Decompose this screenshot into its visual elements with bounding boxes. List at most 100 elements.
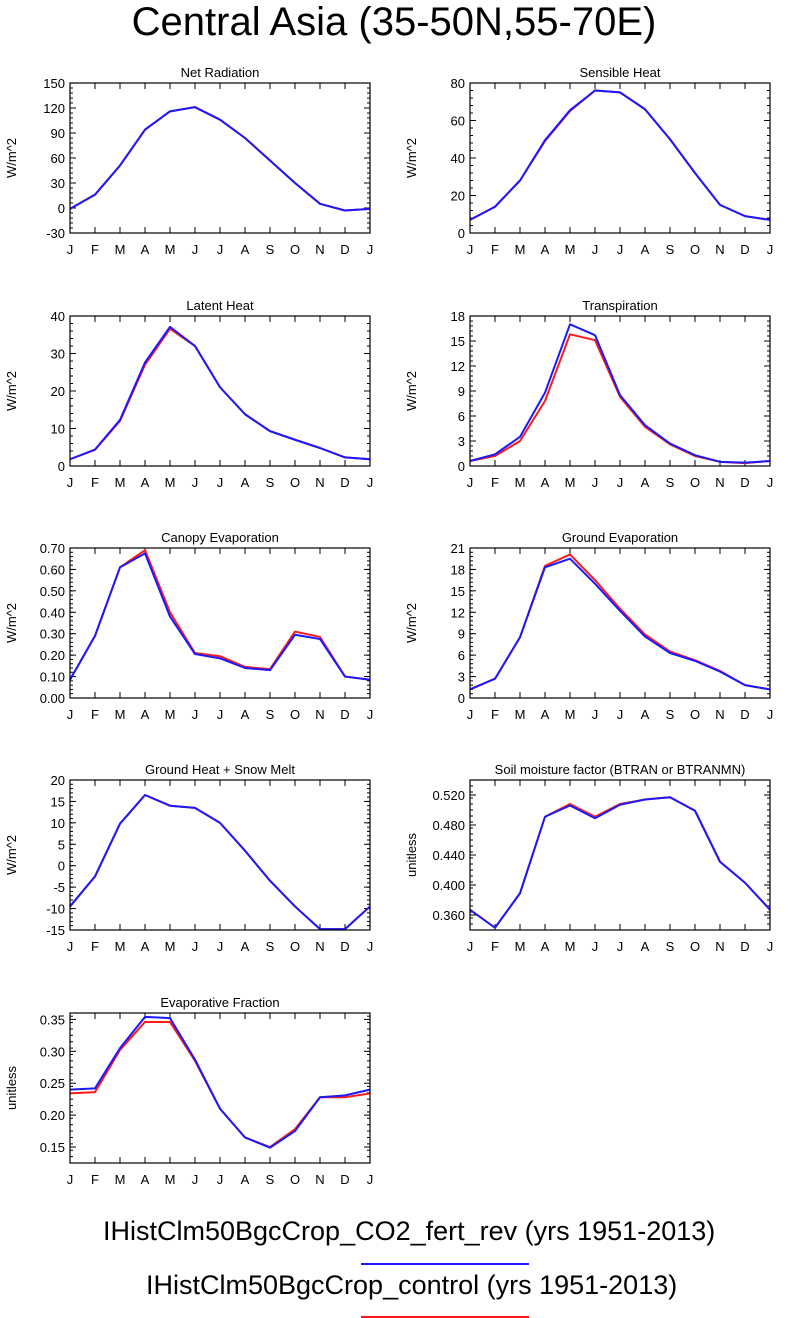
x-tick-label: F [91,475,99,490]
x-tick-label: A [641,242,650,257]
x-tick-label: N [715,707,724,722]
series-line-control [469,796,771,929]
y-tick-label: 10 [51,422,65,437]
x-tick-label: N [315,242,324,257]
panel-title: Ground Heat + Snow Melt [145,762,295,777]
legend-line-co2-fert-rev [361,1263,529,1265]
plot-frame [69,779,371,931]
y-tick-label: 0 [458,459,465,474]
y-tick-label: 0.15 [40,1140,65,1155]
x-tick-label: J [192,939,199,954]
x-tick-label: A [141,242,150,257]
x-tick-label: D [340,475,349,490]
x-tick-label: A [241,939,250,954]
y-axis-label: W/m^2 [4,371,19,411]
x-tick-label: J [217,475,224,490]
y-tick-label: 0 [58,201,65,216]
y-tick-label: -5 [53,880,65,895]
x-tick-label: M [565,242,576,257]
y-tick-label: 0.10 [40,670,65,685]
x-tick-label: J [767,475,774,490]
x-tick-label: M [565,475,576,490]
y-tick-label: 0.440 [432,848,465,863]
y-tick-label: 0.60 [40,562,65,577]
y-tick-label: 0.35 [40,1012,65,1027]
x-tick-label: D [740,707,749,722]
x-tick-label: J [767,242,774,257]
x-tick-label: J [192,707,199,722]
x-tick-label: J [67,242,74,257]
y-tick-label: 0.400 [432,878,465,893]
x-tick-label: J [192,475,199,490]
y-tick-label: 0.360 [432,908,465,923]
x-tick-label: J [617,939,624,954]
x-tick-label: M [165,707,176,722]
x-tick-label: D [340,707,349,722]
series-line-co2-fert-rev [69,552,371,681]
y-tick-label: 0.40 [40,605,65,620]
x-tick-label: M [115,242,126,257]
x-tick-label: M [565,939,576,954]
x-tick-label: M [165,475,176,490]
y-tick-label: 40 [451,151,465,166]
legend-label-control: IHistClm50BgcCrop_control (yrs 1951-2013… [146,1270,678,1300]
series-line-control [69,549,371,681]
x-tick-label: J [67,475,74,490]
x-tick-label: A [541,707,550,722]
x-tick-label: F [491,939,499,954]
x-tick-label: M [515,475,526,490]
series-line-co2-fert-rev [469,89,771,221]
y-tick-label: 9 [458,627,465,642]
series-line-control [69,106,371,212]
x-tick-label: N [315,475,324,490]
plot-frame [469,82,771,234]
x-tick-label: A [241,707,250,722]
x-tick-label: J [367,939,374,954]
y-tick-label: -10 [46,902,65,917]
y-tick-label: 0.50 [40,584,65,599]
x-tick-label: J [592,707,599,722]
x-tick-label: D [340,242,349,257]
x-tick-label: M [115,1172,126,1187]
series-line-control [469,553,771,691]
y-tick-label: 0.480 [432,818,465,833]
panel-title: Ground Evaporation [562,530,678,545]
y-tick-label: 0.00 [40,691,65,706]
x-tick-label: O [290,707,300,722]
series-line-co2-fert-rev [69,106,371,212]
y-tick-label: 10 [51,816,65,831]
panel-title: Net Radiation [181,65,260,80]
x-tick-label: J [767,707,774,722]
x-tick-label: M [515,242,526,257]
y-tick-label: 18 [451,562,465,577]
x-tick-label: J [592,939,599,954]
x-tick-label: J [617,707,624,722]
x-tick-label: N [715,475,724,490]
series-line-co2-fert-rev [69,325,371,461]
x-tick-label: J [467,475,474,490]
legend-line-control [361,1316,529,1318]
x-tick-label: A [141,707,150,722]
x-tick-label: J [217,707,224,722]
x-tick-label: J [367,475,374,490]
x-tick-label: S [666,475,675,490]
y-tick-label: 0 [58,459,65,474]
x-tick-label: J [367,242,374,257]
x-tick-label: N [315,939,324,954]
y-tick-label: 0 [58,859,65,874]
y-tick-label: 0.520 [432,788,465,803]
y-tick-label: 0 [458,226,465,241]
y-tick-label: 20 [51,384,65,399]
plot-frame [69,82,371,234]
y-axis-label: W/m^2 [4,138,19,178]
x-tick-label: N [715,939,724,954]
x-tick-label: O [290,475,300,490]
x-tick-label: J [617,242,624,257]
panel-title: Sensible Heat [580,65,661,80]
series-line-control [469,89,771,221]
x-tick-label: D [340,1172,349,1187]
y-tick-label: 6 [458,409,465,424]
x-tick-label: F [491,242,499,257]
